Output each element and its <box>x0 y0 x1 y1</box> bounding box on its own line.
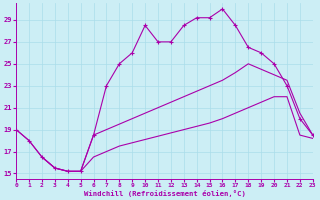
X-axis label: Windchill (Refroidissement éolien,°C): Windchill (Refroidissement éolien,°C) <box>84 190 245 197</box>
